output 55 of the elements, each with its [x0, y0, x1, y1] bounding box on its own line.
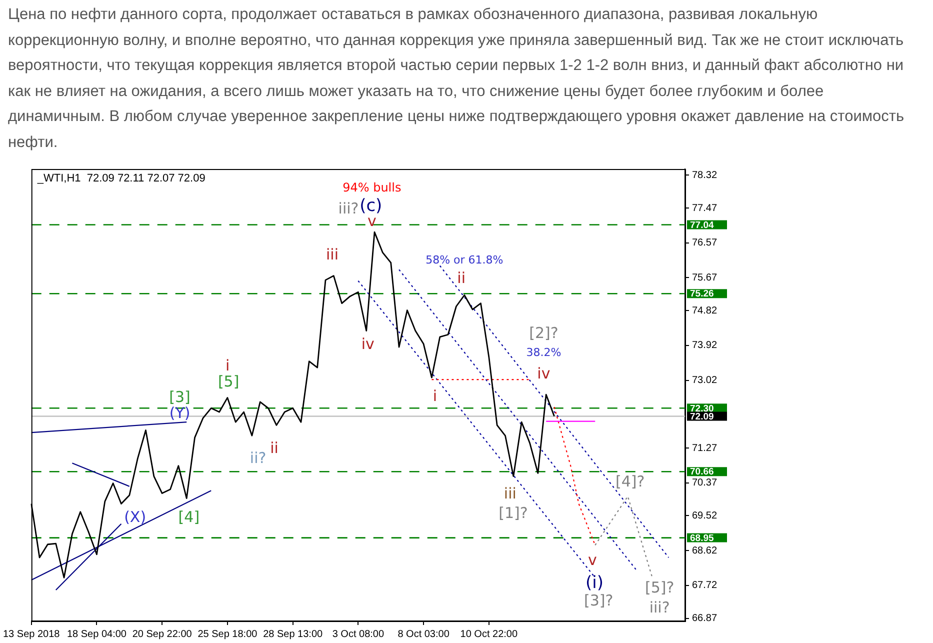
- y-tick-label: 67.72: [692, 580, 718, 592]
- annotation: i: [432, 386, 438, 405]
- x-tick-label: 8 Oct 03:00: [398, 628, 450, 640]
- annotation: [4]: [178, 508, 200, 526]
- annotation: 38.2%: [526, 346, 562, 360]
- chart-title: _WTI,H1 72.09 72.11 72.07 72.09: [36, 172, 206, 185]
- annotation: (Y): [169, 404, 190, 422]
- y-tick-label: 75.67: [692, 272, 718, 284]
- ref-line-label: 68.95: [690, 532, 714, 544]
- y-tick-label: 69.52: [692, 510, 718, 522]
- annotation: iv: [537, 364, 550, 383]
- annotation: v: [588, 550, 598, 569]
- annotation: [1]?: [498, 504, 528, 522]
- annotation: (X): [124, 508, 146, 526]
- x-tick-label: 3 Oct 08:00: [332, 628, 384, 640]
- y-tick-label: 70.37: [692, 478, 718, 489]
- ref-line-label: 75.26: [690, 288, 714, 300]
- annotation: [2]?: [529, 324, 558, 342]
- annotation: 94% bulls: [342, 180, 402, 194]
- annotation: [3]?: [584, 592, 614, 610]
- annotation: [3]: [169, 388, 190, 406]
- y-tick-label: 78.32: [692, 170, 718, 181]
- annotation: iii?: [649, 598, 670, 617]
- annotation: i: [225, 356, 230, 374]
- x-tick-label: 10 Oct 22:00: [460, 628, 518, 640]
- y-tick-label: 77.47: [692, 202, 718, 214]
- ref-line-label: 72.09: [690, 411, 714, 422]
- line-series: [554, 406, 596, 546]
- y-tick-label: 74.82: [692, 305, 718, 316]
- y-tick-label: 66.87: [692, 613, 718, 624]
- x-tick-label: 18 Sep 04:00: [66, 628, 127, 640]
- ref-line-label: 70.66: [690, 466, 714, 478]
- annotation: (i): [586, 572, 604, 593]
- annotation: ii: [457, 268, 466, 287]
- y-tick-label: 76.57: [692, 238, 718, 249]
- annotation: ii: [270, 438, 278, 457]
- annotation: [4]?: [615, 472, 645, 490]
- annotation: iii?: [338, 200, 359, 218]
- y-tick-label: 73.92: [692, 340, 718, 352]
- annotation: iv: [361, 335, 374, 354]
- annotation: [5]?: [644, 578, 674, 596]
- annotation: [5]: [218, 372, 240, 391]
- annotation: iii: [504, 484, 516, 503]
- y-tick-label: 73.02: [692, 375, 718, 386]
- y-tick-label: 71.27: [692, 442, 718, 454]
- annotation: 58% or 61.8%: [426, 253, 504, 266]
- x-tick-label: 20 Sep 22:00: [132, 628, 192, 640]
- x-tick-label: 13 Sep 2018: [3, 628, 60, 640]
- annotation: iii: [326, 245, 339, 264]
- ref-line-label: 77.04: [690, 220, 714, 231]
- x-tick-label: 28 Sep 13:00: [263, 628, 323, 640]
- annotation: ii?: [250, 449, 266, 468]
- x-tick-label: 25 Sep 18:00: [198, 628, 258, 640]
- y-tick-label: 68.62: [692, 545, 718, 556]
- chart-subtitle: Цена по нефти данного сорта, продолжает оставаться в рамках обозначенного диапазона, развивая локальную коррекционную волну, и вполне вероятно, что данная коррекция уже приняла завершенный вид. Так же не стоит исключать вероятности, что текущая коррекция является второй частью серии первых 1-2 1-2 волн вниз, и данный факт абсолютно ни как не влияет на ожидания, а всего лишь может указать на то, что снижение цены будет более глубоким и более динамичным. В любом случае уверенное закрепление цены ниже подтверждающего уровня окажет давление на стоимость нефти.: [8, 5, 906, 152]
